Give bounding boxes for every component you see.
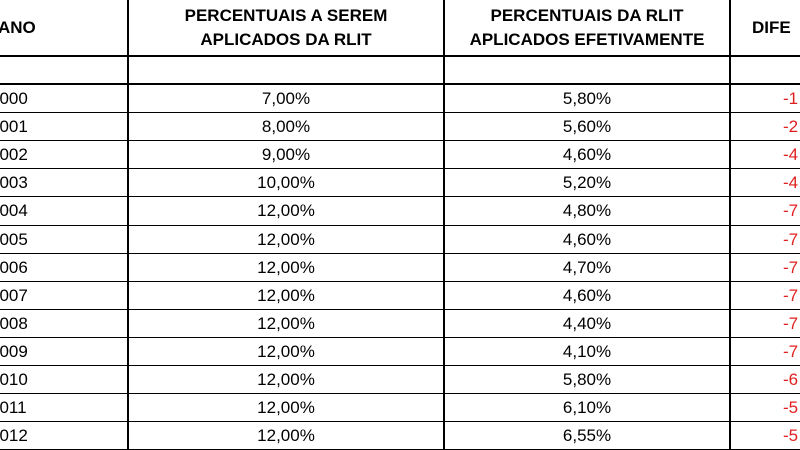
cell-ano: 2005 [0, 229, 28, 249]
header-percentuais-serem: PERCENTUAIS A SEREM APLICADOS DA RLIT [129, 4, 443, 52]
cell-diferenca: -5 [783, 398, 799, 418]
row-border [0, 280, 800, 282]
row-border [0, 365, 800, 366]
header-serem-line1: PERCENTUAIS A SEREM [184, 6, 388, 25]
cell-serem: 12,00% [257, 257, 315, 277]
cell-ano: 2001 [0, 117, 28, 137]
cell-serem: 10,00% [257, 173, 315, 193]
cell-ano: 2003 [0, 173, 28, 193]
row-border [0, 196, 800, 198]
row-border [0, 252, 800, 254]
cell-ano: 2007 [0, 285, 28, 305]
cell-diferenca: -7 [783, 229, 799, 249]
header-percentuais-efetivo: PERCENTUAIS DA RLIT APLICADOS EFETIVAMEN… [445, 4, 729, 52]
cell-efetivo: 4,10% [562, 341, 612, 361]
row-border [0, 224, 800, 226]
cell-diferenca: -6 [783, 370, 799, 389]
cell-serem: 12,00% [257, 201, 315, 221]
cell-efetivo: 4,40% [562, 313, 612, 333]
cell-serem: 12,00% [257, 313, 315, 333]
cell-ano: 2011 [0, 398, 27, 418]
header-border [0, 55, 800, 57]
header-ano: ANO [0, 18, 36, 37]
cell-ano: 2006 [0, 257, 28, 277]
cell-ano: 2004 [0, 201, 28, 221]
cell-diferenca: -7 [783, 201, 799, 221]
cell-efetivo: 5,60% [562, 117, 612, 137]
cell-serem: 12,00% [257, 370, 315, 389]
cell-serem: 12,00% [257, 398, 315, 418]
header-efetivo-line2: APLICADOS EFETIVAMENTE [469, 30, 705, 49]
cell-serem: 9,00% [261, 145, 311, 165]
cell-ano: 2010 [0, 370, 28, 389]
cell-serem: 8,00% [261, 117, 311, 137]
cell-diferenca: -7 [783, 285, 799, 305]
cell-diferenca: -4 [783, 145, 799, 165]
cell-diferenca: -1 [783, 89, 799, 108]
cell-efetivo: 4,60% [562, 285, 612, 305]
cell-efetivo: 4,80% [562, 201, 612, 221]
cell-diferenca: -7 [783, 257, 799, 277]
cell-efetivo: 6,55% [562, 426, 612, 446]
row-border [0, 112, 800, 114]
cell-diferenca: -4 [783, 173, 799, 193]
header-efetivo-line1: PERCENTUAIS DA RLIT [490, 6, 684, 25]
cell-serem: 12,00% [257, 426, 315, 446]
cell-efetivo: 4,70% [562, 257, 612, 277]
cell-diferenca: -5 [783, 426, 799, 446]
cell-ano: 2009 [0, 341, 28, 361]
cell-ano: 2012 [0, 426, 28, 446]
cell-ano: 2008 [0, 313, 28, 333]
cell-efetivo: 5,20% [562, 173, 612, 193]
row-border [0, 140, 800, 142]
cell-diferenca: -2 [783, 117, 799, 137]
cell-ano: 2000 [0, 89, 28, 108]
row-border [0, 308, 800, 310]
row-border [0, 168, 800, 170]
header-diferenca: DIFE [752, 18, 791, 37]
header-serem-line2: APLICADOS DA RLIT [200, 30, 372, 49]
cell-serem: 12,00% [257, 341, 315, 361]
row-border [0, 336, 800, 338]
spacer-border [0, 83, 800, 85]
cell-efetivo: 6,10% [562, 398, 612, 418]
cell-efetivo: 5,80% [562, 89, 612, 108]
row-border [0, 421, 800, 423]
cell-diferenca: -7 [783, 313, 799, 333]
cell-serem: 7,00% [261, 89, 311, 108]
cell-diferenca: -7 [783, 341, 799, 361]
cell-serem: 12,00% [257, 285, 315, 305]
cell-efetivo: 5,80% [562, 370, 612, 389]
cell-efetivo: 4,60% [562, 229, 612, 249]
cell-serem: 12,00% [257, 229, 315, 249]
cell-efetivo: 4,60% [562, 145, 612, 165]
row-border [0, 393, 800, 395]
